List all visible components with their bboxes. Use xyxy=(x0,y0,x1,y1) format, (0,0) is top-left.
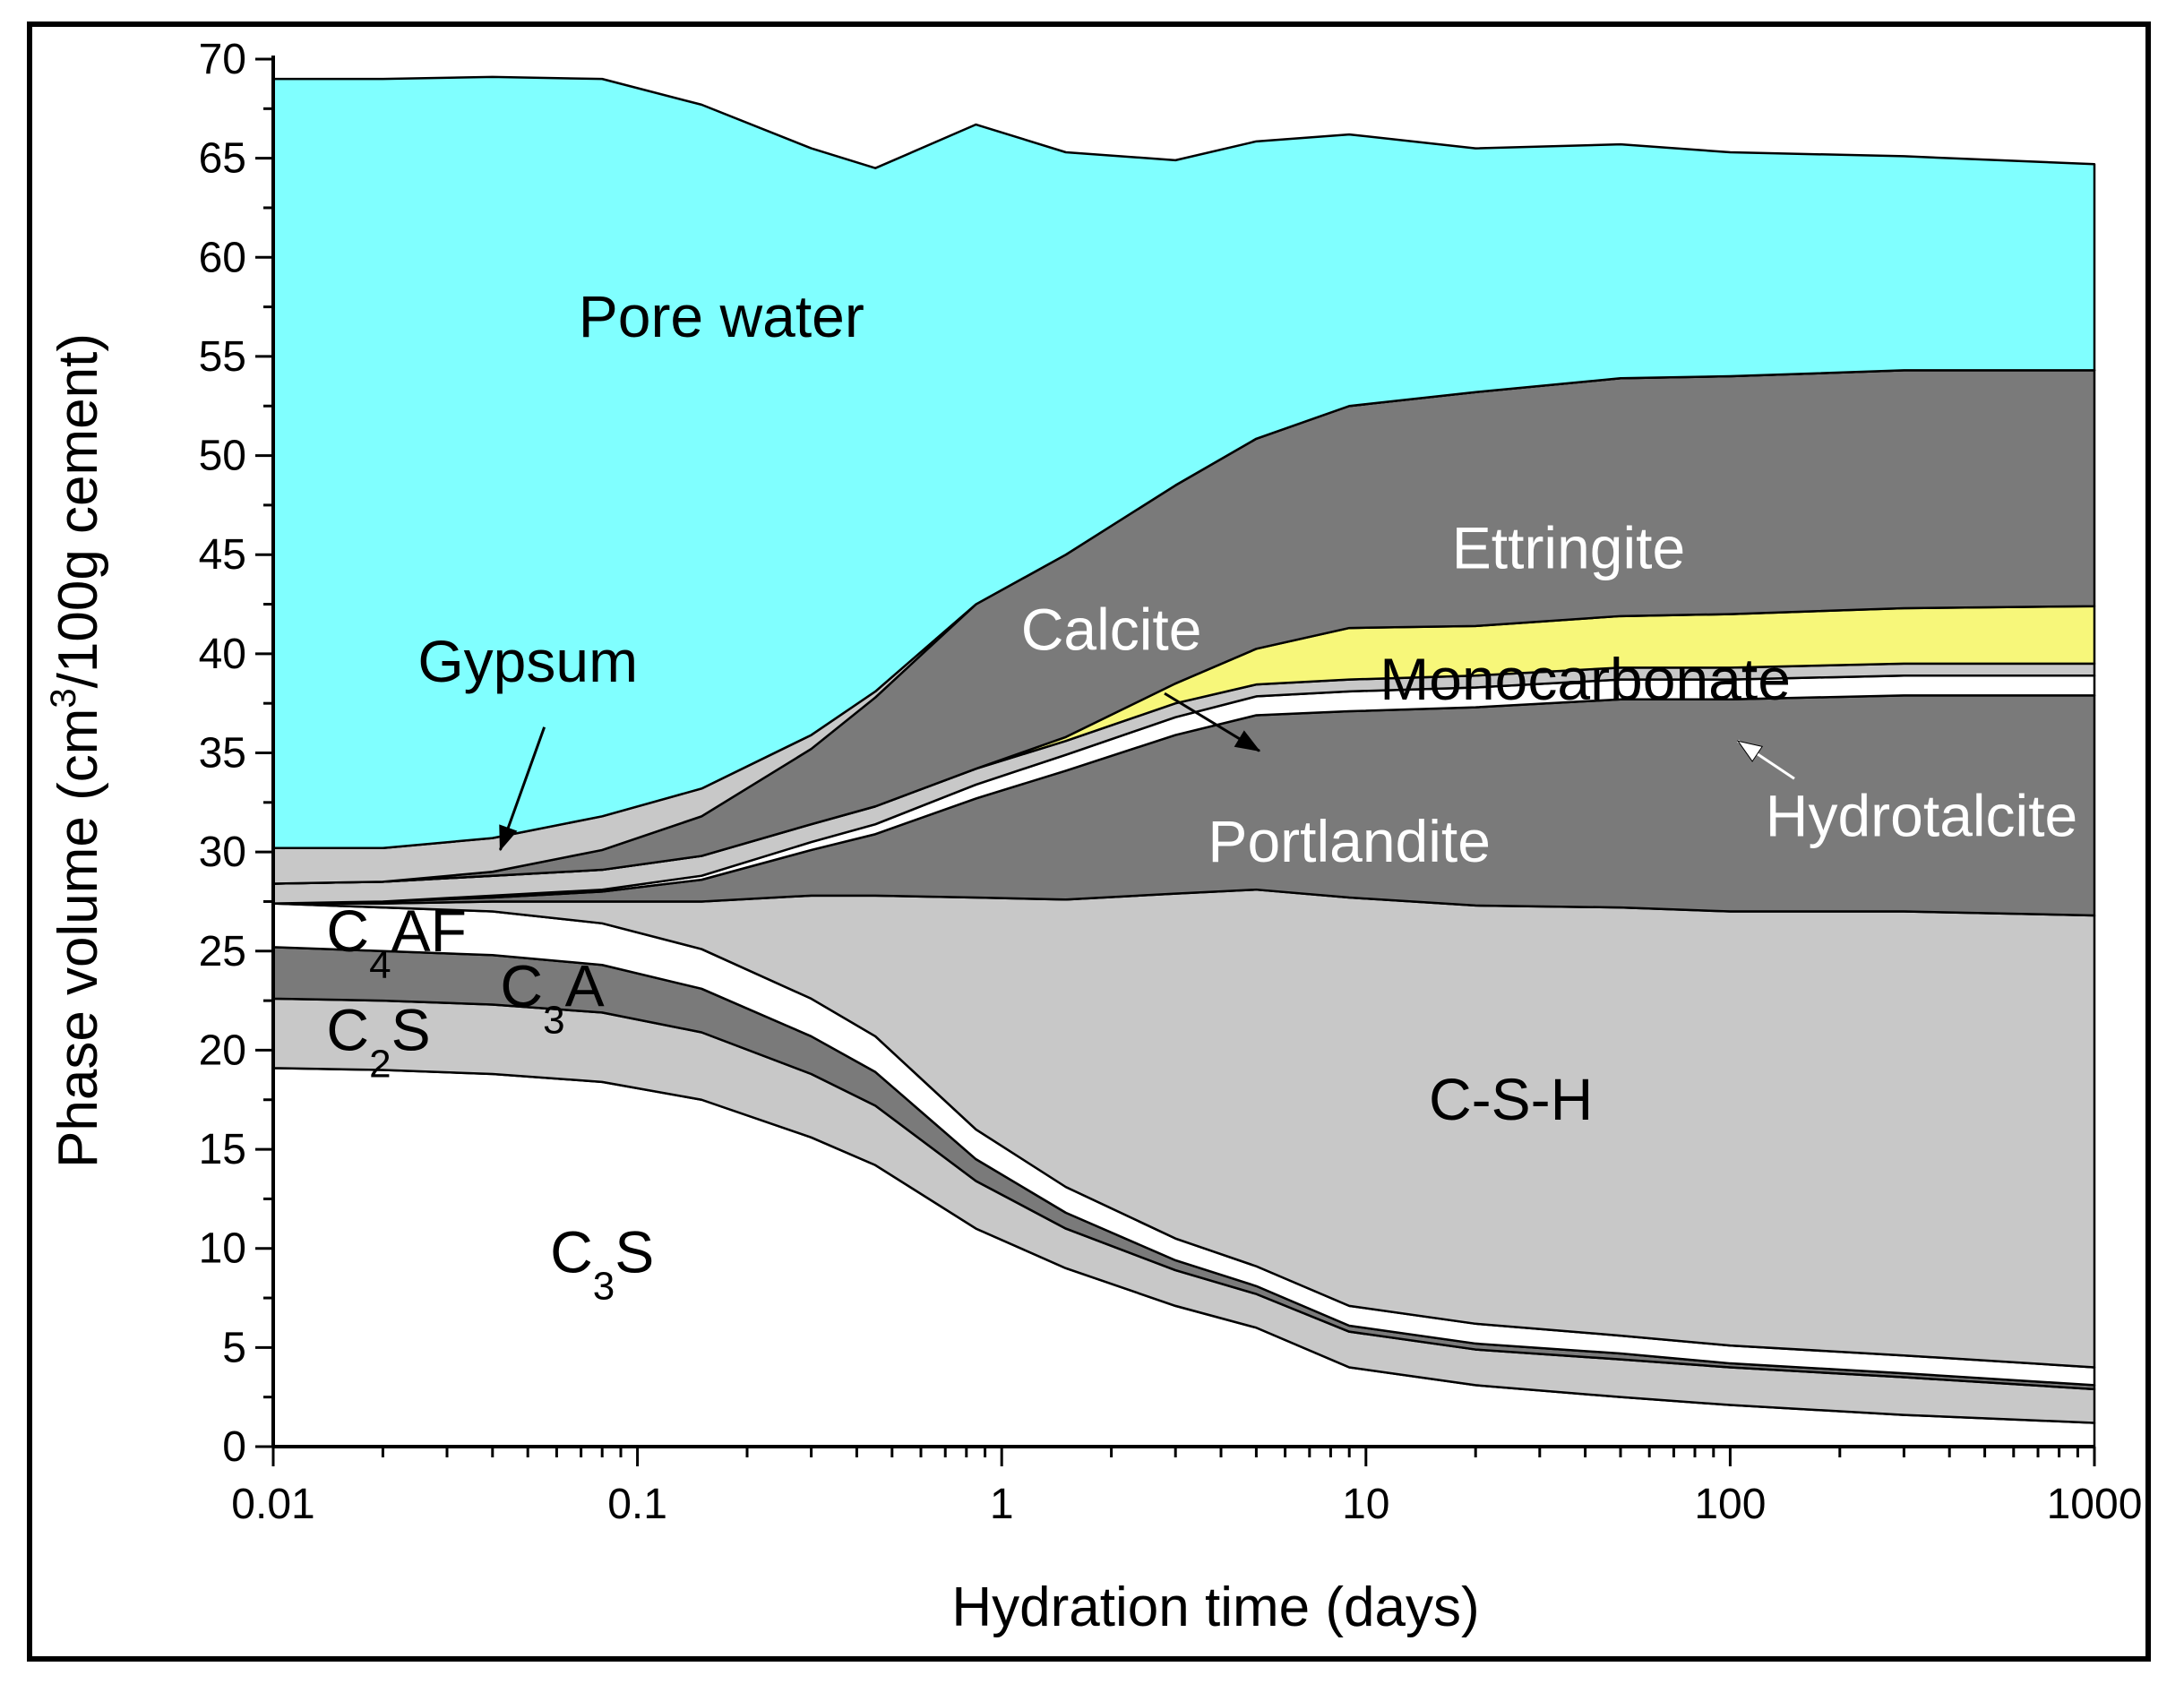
x-axis-title: Hydration time (days) xyxy=(951,1577,1479,1638)
label-gypsum: Gypsum xyxy=(417,628,638,694)
y-tick-label: 50 xyxy=(199,433,246,480)
x-tick-label: 1000 xyxy=(2047,1481,2143,1528)
region-labels: C3S C2S C3A C4AF C-S-H Portlandite Ettringite M… xyxy=(326,283,2077,1308)
hydrotalcite-arrow xyxy=(1736,739,1795,780)
label-ettringite: Ettringite xyxy=(1452,515,1685,581)
figure-frame xyxy=(27,21,2151,1662)
label-pore-water: Pore water xyxy=(579,283,864,349)
y-tick-label: 70 xyxy=(199,36,246,83)
area-layers xyxy=(271,75,2096,1448)
y-tick-label: 25 xyxy=(199,928,246,975)
y-tick-label: 55 xyxy=(199,333,246,381)
y-tick-label: 40 xyxy=(199,631,246,678)
label-c3a: C3A xyxy=(500,953,604,1043)
y-tick-label: 45 xyxy=(199,531,246,579)
label-portlandite: Portlandite xyxy=(1208,808,1491,874)
axes: 0 5 10 15 20 25 30 35 40 45 50 55 60 65 70 0.01 0.1 1 10 10… xyxy=(199,36,2143,1528)
gypsum-arrow xyxy=(499,726,546,852)
y-tick-label: 60 xyxy=(199,234,246,281)
label-c4af: C4AF xyxy=(326,898,467,987)
label-calcite: Calcite xyxy=(1021,596,1202,662)
x-tick-label: 100 xyxy=(1694,1481,1766,1528)
y-tick-label: 65 xyxy=(199,135,246,183)
label-c2s: C2S xyxy=(326,996,430,1086)
calcite-arrow xyxy=(1164,692,1261,752)
y-axis-title: Phase volume (cm3/100g cement) xyxy=(44,333,109,1168)
label-c-s-h: C-S-H xyxy=(1429,1066,1593,1132)
x-tick-label: 1 xyxy=(990,1481,1014,1528)
y-tick-label: 0 xyxy=(222,1423,246,1471)
y-tick-label: 30 xyxy=(199,829,246,876)
label-c3s: C3S xyxy=(550,1218,654,1308)
label-hydrotalcite: Hydrotalcite xyxy=(1766,782,2077,848)
y-tick-label: 5 xyxy=(222,1324,246,1371)
x-tick-label: 0.01 xyxy=(231,1481,314,1528)
x-tick-label: 10 xyxy=(1342,1481,1389,1528)
area-pore-water xyxy=(271,75,2096,849)
y-tick-label: 35 xyxy=(199,730,246,778)
y-tick-label: 20 xyxy=(199,1027,246,1074)
y-tick-label: 15 xyxy=(199,1126,246,1173)
x-tick-label: 0.1 xyxy=(607,1481,667,1528)
label-monocarbonate: Monocarbonate xyxy=(1380,646,1791,712)
y-tick-label: 10 xyxy=(199,1225,246,1273)
